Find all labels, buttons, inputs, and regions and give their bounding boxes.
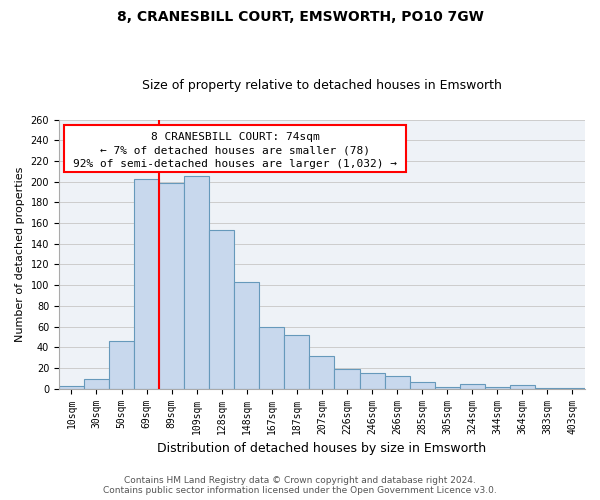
Bar [134,178,159,388]
Bar [259,326,284,388]
Bar [109,341,134,388]
Text: Contains HM Land Registry data © Crown copyright and database right 2024.
Contai: Contains HM Land Registry data © Crown c… [103,476,497,495]
Bar [209,230,234,388]
Bar [59,386,84,388]
X-axis label: Distribution of detached houses by size in Emsworth: Distribution of detached houses by size … [157,442,487,455]
Bar [434,386,460,388]
Bar [359,373,385,388]
Bar [510,384,535,388]
FancyBboxPatch shape [64,125,406,172]
Bar [159,182,184,388]
Bar [410,382,434,388]
Bar [460,384,485,388]
Bar [84,380,109,388]
Bar [284,335,310,388]
Bar [310,356,334,388]
Bar [234,282,259,389]
Bar [385,376,410,388]
Bar [485,386,510,388]
Bar [184,176,209,388]
Text: 8 CRANESBILL COURT: 74sqm: 8 CRANESBILL COURT: 74sqm [151,132,320,141]
Y-axis label: Number of detached properties: Number of detached properties [15,166,25,342]
Text: ← 7% of detached houses are smaller (78): ← 7% of detached houses are smaller (78) [100,146,370,156]
Title: Size of property relative to detached houses in Emsworth: Size of property relative to detached ho… [142,79,502,92]
Bar [334,369,359,388]
Text: 8, CRANESBILL COURT, EMSWORTH, PO10 7GW: 8, CRANESBILL COURT, EMSWORTH, PO10 7GW [116,10,484,24]
Text: 92% of semi-detached houses are larger (1,032) →: 92% of semi-detached houses are larger (… [73,158,397,168]
